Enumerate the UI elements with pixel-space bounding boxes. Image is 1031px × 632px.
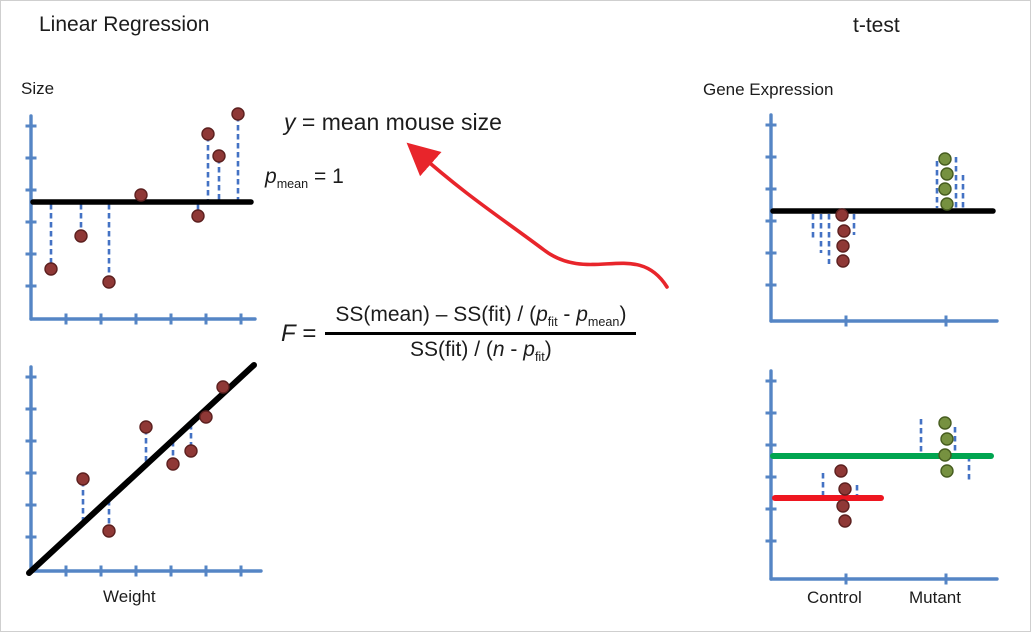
y-mean-note: y = mean mouse size (284, 109, 502, 136)
data-point (201, 127, 215, 141)
formula-numerator: SS(mean) – SS(fit) / (pfit - pmean) (325, 300, 636, 332)
data-point (940, 167, 954, 181)
data-point (74, 229, 88, 243)
data-point (134, 188, 148, 202)
y-note-text: = mean mouse size (295, 109, 502, 135)
mutant-category-label: Mutant (909, 588, 961, 607)
y-variable: y (284, 109, 296, 135)
size-axis-label: Size (21, 79, 55, 98)
fraction-bar (325, 332, 637, 336)
control-category-label: Control (807, 588, 862, 607)
data-point (231, 107, 245, 121)
p-fit-variable-2: p (523, 338, 535, 362)
linear-regression-title: Linear Regression (39, 13, 210, 36)
ttest-groups-svg (765, 369, 999, 585)
ttest-mean-svg (765, 113, 999, 327)
lr-mean-svg (25, 107, 257, 325)
formula-lhs: F = (281, 320, 316, 348)
t-test-overall-mean-plot (759, 101, 1011, 333)
lr-fit-svg (25, 362, 263, 577)
weight-axis-label: Weight (103, 587, 156, 606)
data-point (838, 482, 852, 496)
gene-expression-axis-label: Gene Expression (703, 80, 834, 99)
data-point (102, 524, 116, 538)
denominator-text: SS(fit) / ( (410, 338, 493, 362)
p-subscript: mean (276, 177, 309, 192)
data-point (836, 239, 850, 253)
p-mean-note: pmean = 1 (265, 165, 344, 191)
data-point (184, 444, 198, 458)
data-point (940, 464, 954, 478)
f-statistic-formula: F = SS(mean) – SS(fit) / (pfit - pmean) … (281, 300, 637, 367)
data-point (44, 262, 58, 276)
p-fit-variable: p (536, 303, 548, 326)
data-point (938, 448, 952, 462)
data-point (938, 152, 952, 166)
data-point (212, 149, 226, 163)
data-point (940, 197, 954, 211)
p-note-text: = 1 (308, 165, 344, 188)
fit-line (26, 362, 257, 576)
data-point (199, 410, 213, 424)
data-point (76, 472, 90, 486)
t-test-group-means-plot (759, 363, 1011, 588)
data-point (166, 457, 180, 471)
data-point (938, 416, 952, 430)
regression-mean-plot (11, 104, 269, 336)
data-point (139, 420, 153, 434)
data-point (938, 182, 952, 196)
data-point (834, 464, 848, 478)
data-point (102, 275, 116, 289)
data-point (838, 514, 852, 528)
data-point (837, 224, 851, 238)
denominator-close: ) (544, 338, 552, 362)
numerator-close: ) (619, 303, 627, 326)
data-point (191, 209, 205, 223)
formula-denominator: SS(fit) / (n - pfit) (400, 335, 562, 367)
t-test-title: t-test (853, 14, 900, 37)
data-point (836, 254, 850, 268)
mean-subscript: mean (587, 315, 620, 330)
numerator-minus: - (557, 303, 577, 326)
n-variable: n (492, 338, 505, 362)
equals-sign: = (302, 319, 317, 347)
formula-fraction: SS(mean) – SS(fit) / (pfit - pmean) SS(f… (325, 300, 637, 367)
data-point (835, 208, 849, 222)
p-variable: p (265, 165, 277, 188)
p-mean-variable: p (576, 303, 588, 326)
f-variable: F (281, 319, 296, 347)
denominator-minus: - (504, 338, 524, 362)
data-point (836, 499, 850, 513)
curved-arrow (406, 142, 669, 289)
regression-fit-plot (11, 357, 273, 585)
annotation-arrow (406, 142, 669, 289)
numerator-text: SS(mean) – SS(fit) / ( (335, 303, 537, 326)
data-point (216, 380, 230, 394)
data-point (940, 432, 954, 446)
fit-subscript-2: fit (534, 350, 545, 365)
fit-subscript: fit (547, 315, 558, 330)
